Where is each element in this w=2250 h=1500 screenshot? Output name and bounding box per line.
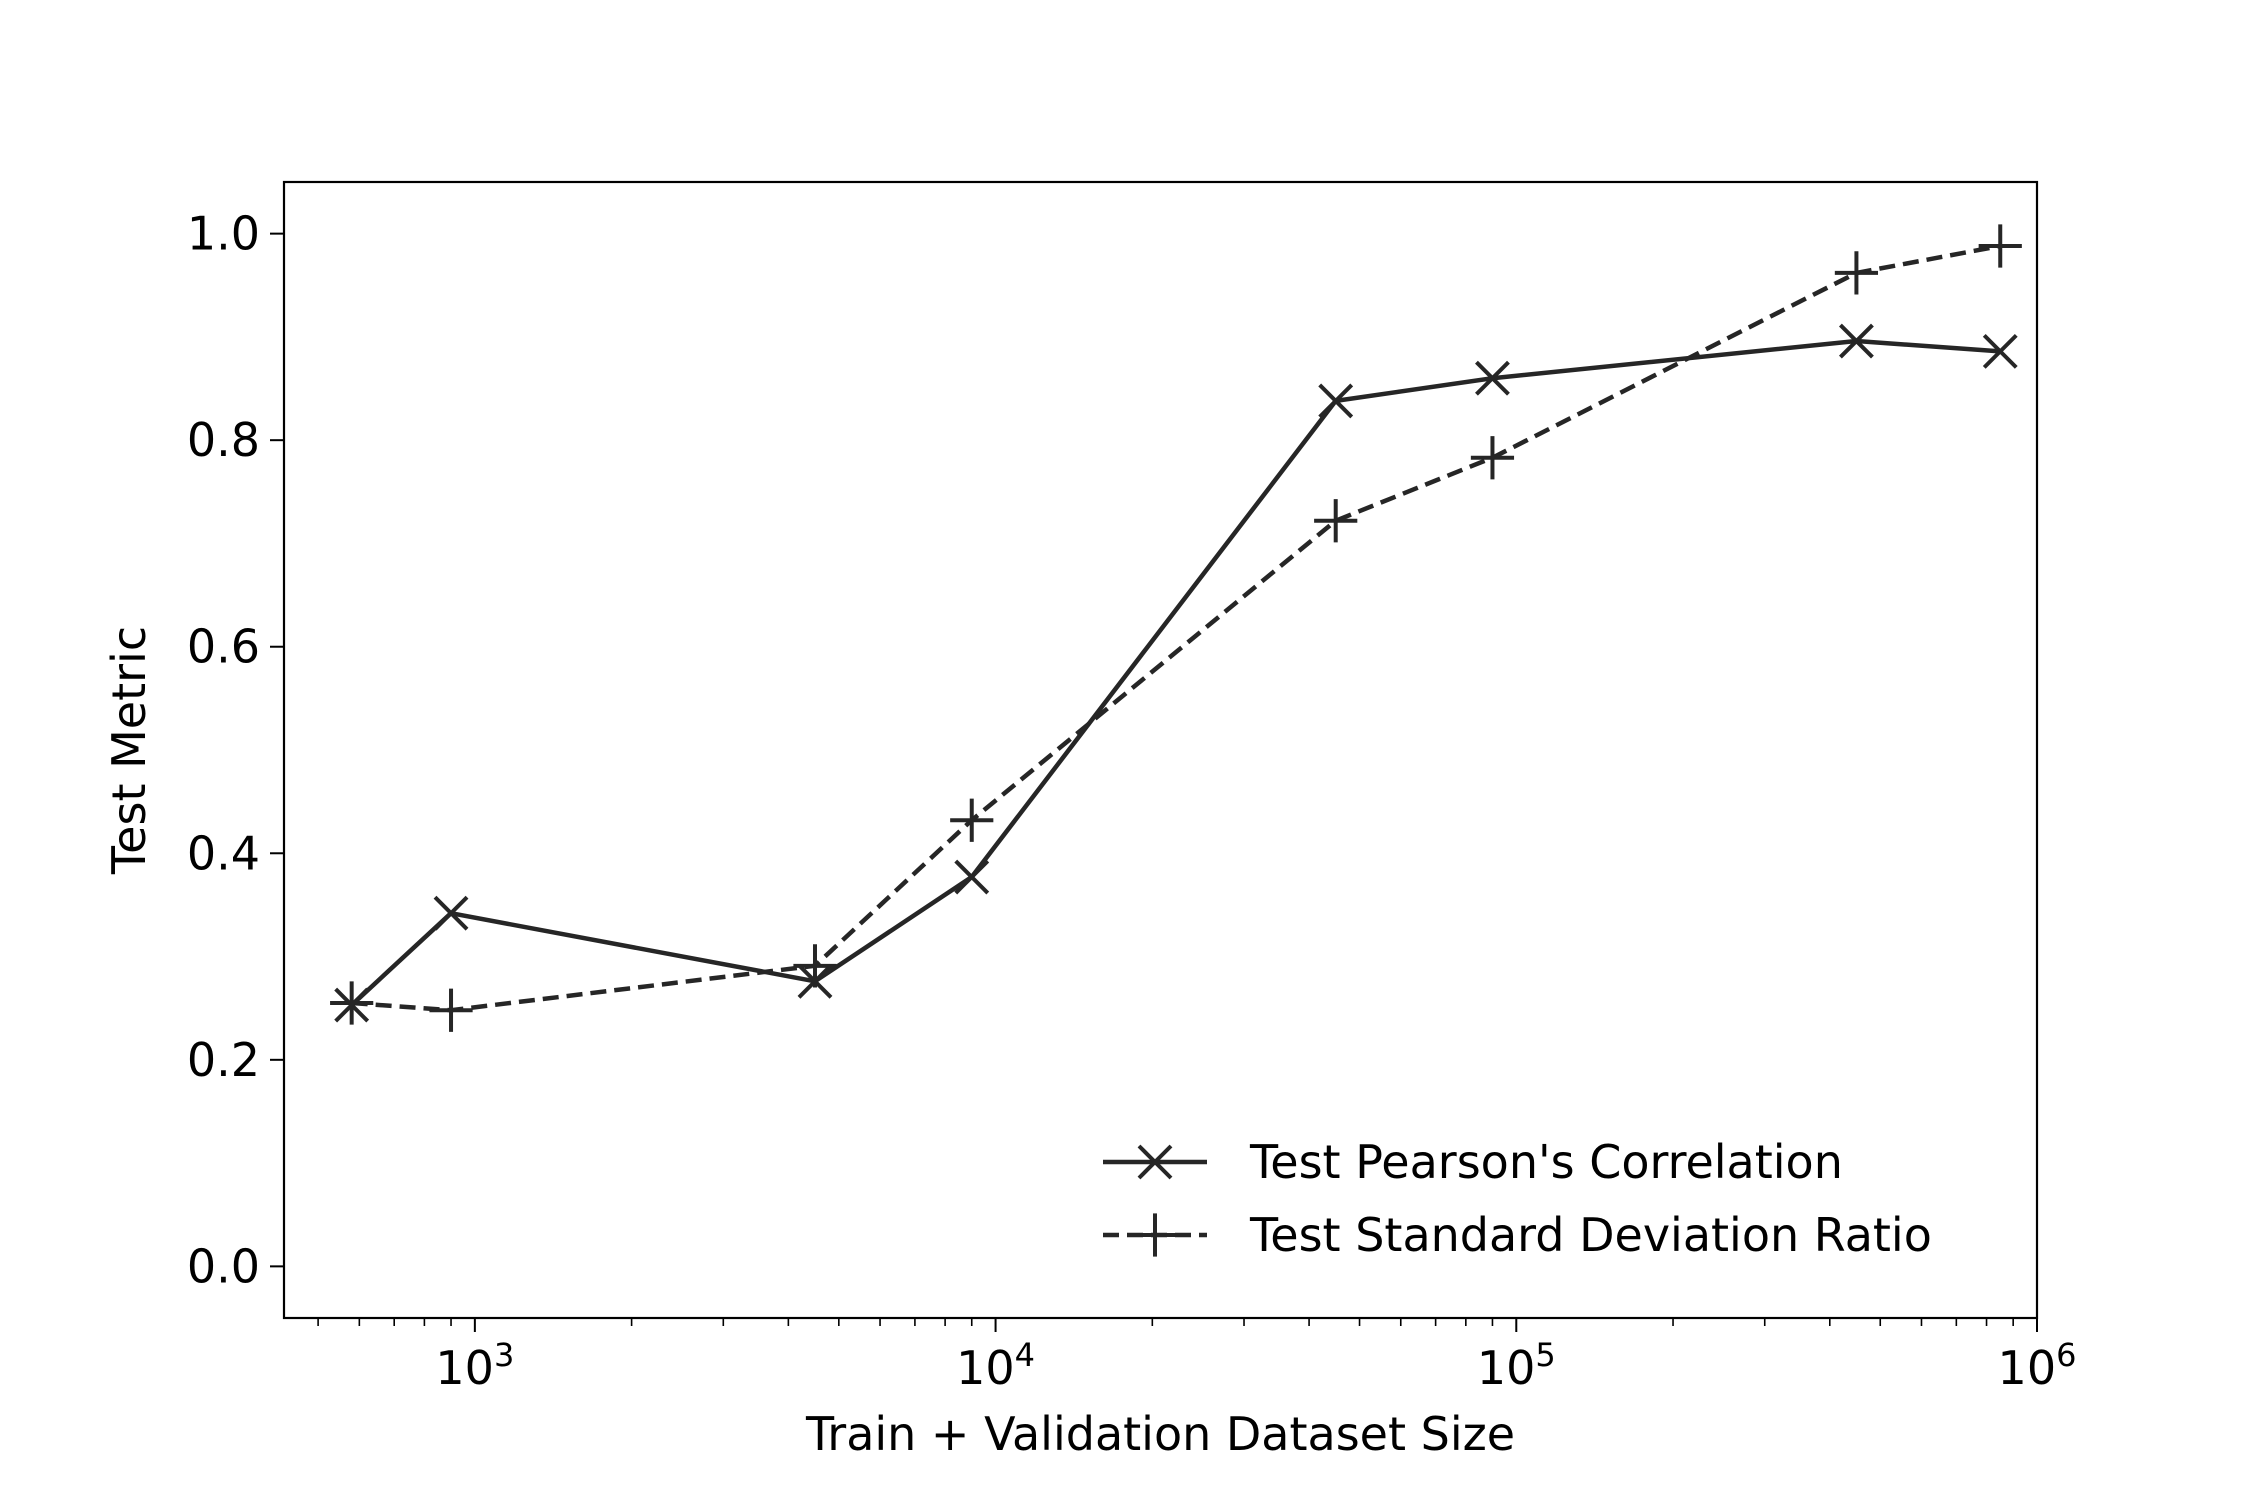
data-point-series-1: [1318, 383, 1354, 419]
legend-marker-1: [1137, 1144, 1173, 1180]
x-marker-stroke: [1318, 383, 1354, 419]
y-tick-label: 0.0: [187, 1239, 260, 1293]
x-tick-label: 106: [1998, 1336, 2077, 1395]
series-line-2: [351, 243, 2001, 1013]
y-tick-label: 0.4: [187, 826, 260, 880]
x-axis: 103 104 105 106: [317, 1318, 2077, 1395]
axes-frame: [282, 180, 2039, 1320]
y-tick-label: 0.2: [187, 1033, 260, 1087]
y-axis: 0.0 0.2 0.4 0.6 0.8 1.0: [187, 207, 284, 1293]
legend: Test Pearson's Correlation Test Standard …: [1103, 1135, 1932, 1262]
x-tick-label: 104: [956, 1336, 1035, 1395]
plot-area: [330, 224, 2022, 1032]
x-tick-base: 10: [1477, 1341, 1536, 1395]
x-tick-exponent: 5: [1535, 1336, 1555, 1374]
data-point-series-2: [429, 988, 473, 1032]
data-point-series-2: [1314, 499, 1358, 543]
y-axis-label: Test Metric: [102, 626, 156, 875]
x-tick-base: 10: [956, 1341, 1015, 1395]
x-tick-base: 10: [435, 1341, 494, 1395]
x-marker-stroke: [1982, 333, 2018, 369]
y-tick-label: 0.8: [187, 413, 260, 467]
data-point-series-1: [433, 895, 469, 931]
data-point-series-1: [1839, 323, 1874, 359]
legend-label-2: Test Standard Deviation Ratio: [1249, 1208, 1932, 1262]
x-marker-stroke: [1839, 323, 1874, 359]
x-tick-exponent: 3: [494, 1336, 514, 1374]
legend-label-1: Test Pearson's Correlation: [1249, 1135, 1843, 1189]
x-marker-stroke: [1475, 360, 1510, 396]
data-point-series-2: [950, 798, 994, 842]
data-point-series-2: [1470, 436, 1515, 480]
data-point-series-2: [1834, 251, 1879, 295]
data-point-series-2: [1978, 224, 2022, 268]
x-tick-exponent: 4: [1015, 1336, 1035, 1374]
data-point-series-1: [1982, 333, 2018, 369]
x-marker-stroke: [954, 859, 990, 895]
series-line-1: [350, 338, 2001, 1007]
x-tick-base: 10: [1998, 1341, 2057, 1395]
data-point-series-2: [793, 944, 837, 988]
x-tick-label: 105: [1477, 1336, 1556, 1395]
x-axis-label: Train + Validation Dataset Size: [805, 1407, 1515, 1461]
legend-marker-2: [1133, 1213, 1177, 1257]
x-marker-stroke: [433, 895, 469, 931]
x-tick-exponent: 6: [2056, 1336, 2076, 1374]
y-tick-label: 0.6: [187, 620, 260, 674]
x-marker-stroke: [1137, 1144, 1173, 1180]
x-tick-label: 103: [435, 1336, 514, 1395]
y-tick-label: 1.0: [187, 207, 260, 261]
data-point-series-1: [954, 859, 990, 895]
data-point-series-1: [1475, 360, 1510, 396]
data-point-series-2: [330, 981, 374, 1025]
